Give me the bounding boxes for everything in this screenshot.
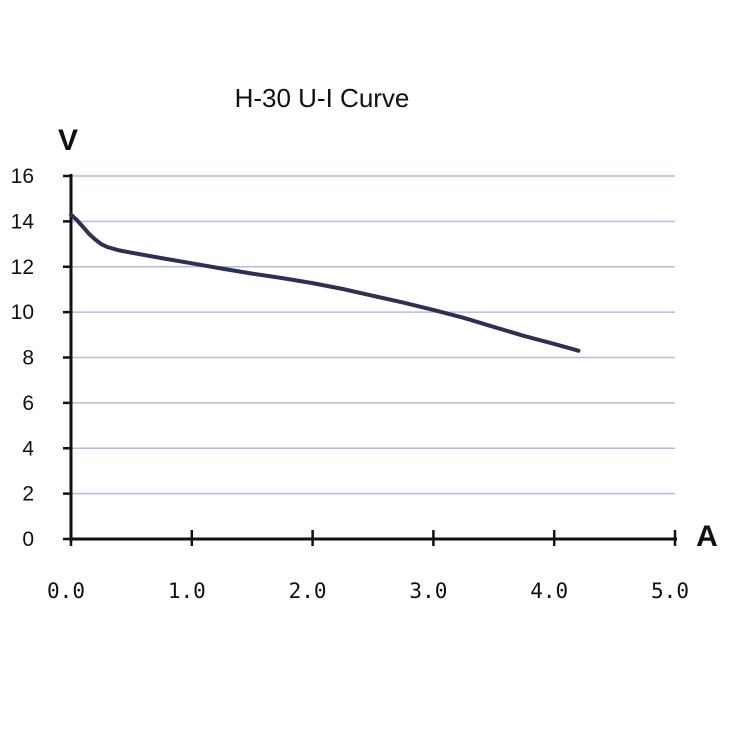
x-axis-label: A	[696, 520, 718, 553]
y-tick-label: 16	[11, 165, 34, 188]
x-tick-label: 4.0	[530, 579, 568, 603]
y-tick-label: 10	[11, 301, 34, 324]
x-tick-label: 5.0	[651, 579, 689, 603]
x-tick-label: 2.0	[289, 579, 327, 603]
y-tick-label: 14	[11, 210, 35, 233]
y-tick-label: 6	[22, 392, 34, 415]
y-tick-label: 4	[22, 437, 34, 460]
chart-title: H-30 U-I Curve	[235, 83, 410, 113]
y-tick-label: 2	[22, 483, 34, 506]
gridlines	[71, 175, 675, 495]
x-tick-label: 0.0	[47, 579, 85, 603]
series-line	[69, 212, 581, 353]
axes	[63, 174, 677, 546]
y-tick-label: 0	[22, 528, 34, 551]
x-tick-label: 3.0	[409, 579, 447, 603]
x-tick-label: 1.0	[168, 579, 206, 603]
y-tick-label: 8	[22, 347, 34, 370]
y-axis-label: V	[58, 124, 78, 157]
tick-labels: 0 2 4 6 8 10 12 14 16 0.0 1.0 2.0 3.0 4.0 5.0	[11, 165, 689, 603]
series-layer	[69, 212, 581, 353]
y-tick-label: 12	[11, 256, 34, 279]
